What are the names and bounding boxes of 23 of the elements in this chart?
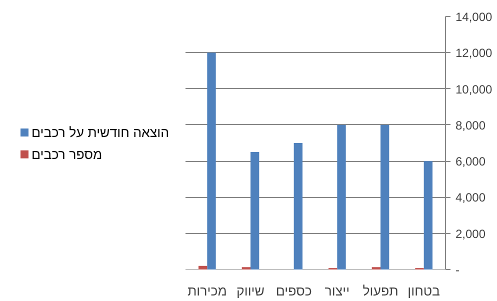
y-tick-label: 8,000 xyxy=(456,118,486,132)
y-tick-label: 10,000 xyxy=(456,82,493,96)
x-tick-label: בטחון xyxy=(408,284,440,298)
bar xyxy=(380,124,390,270)
bar xyxy=(294,143,302,270)
y-tick-label: 6,000 xyxy=(456,154,486,169)
x-tick-label: תפעול xyxy=(362,284,398,298)
y-tick-label: 2,000 xyxy=(456,226,486,241)
x-tick-label: ייצור xyxy=(324,284,350,298)
bar xyxy=(424,161,432,270)
y-tick-label: 4,000 xyxy=(456,190,486,205)
bar xyxy=(198,266,208,270)
bar xyxy=(337,124,346,270)
y-tick-label: 12,000 xyxy=(456,46,493,60)
bar xyxy=(207,52,216,270)
x-tick-label: שיווק xyxy=(236,284,265,298)
legend-label: הוצאה חודשית על רכבים xyxy=(32,124,170,140)
x-tick-label: מכירות xyxy=(187,284,227,298)
x-tick-label: כספים xyxy=(276,284,312,298)
y-tick-label: - xyxy=(456,263,460,277)
bar xyxy=(250,152,260,270)
legend-label: מספר רכבים xyxy=(32,146,102,162)
y-tick-label: 14,000 xyxy=(456,10,493,24)
